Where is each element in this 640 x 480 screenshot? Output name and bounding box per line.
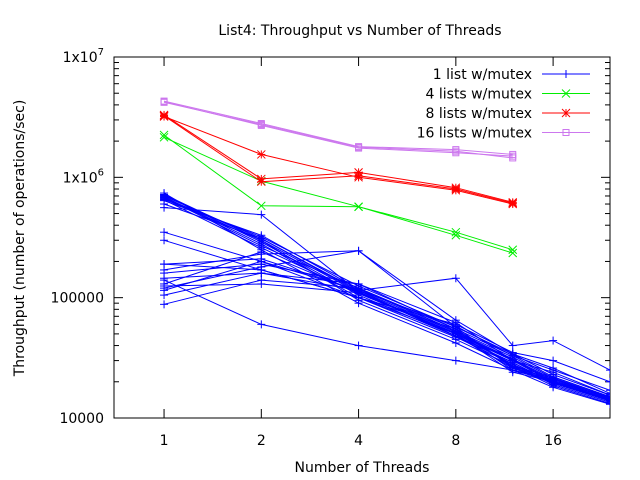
x-axis-label: Number of Threads — [295, 460, 430, 476]
legend-label: 8 lists w/mutex — [426, 106, 532, 122]
data-point — [257, 178, 265, 186]
y-axis-label: Throughput (number of operations/sec) — [12, 100, 28, 378]
data-point — [509, 200, 517, 208]
chart-title: List4: Throughput vs Number of Threads — [218, 23, 501, 39]
y-tick-label: 10000 — [59, 411, 104, 427]
legend-label: 4 lists w/mutex — [426, 87, 532, 103]
x-tick-label: 1 — [160, 433, 169, 449]
x-tick-label: 2 — [257, 433, 266, 449]
legend-label: 16 lists w/mutex — [417, 126, 532, 142]
legend-marker — [562, 109, 570, 117]
data-point — [257, 150, 265, 158]
y-tick-mantissa: 1x10 — [63, 170, 98, 186]
data-point — [160, 113, 168, 121]
y-tick-exponent: 7 — [98, 47, 104, 58]
legend-label: 1 list w/mutex — [433, 67, 532, 83]
y-tick-label: 100000 — [51, 291, 104, 307]
data-point — [355, 173, 363, 181]
data-point — [452, 186, 460, 194]
y-tick-mantissa: 10000 — [59, 411, 104, 427]
x-tick-label: 4 — [354, 433, 363, 449]
y-tick-exponent: 6 — [98, 167, 104, 178]
x-tick-label: 8 — [451, 433, 460, 449]
x-tick-label: 16 — [544, 433, 562, 449]
y-tick-mantissa: 100000 — [51, 291, 104, 307]
y-tick-mantissa: 1x10 — [63, 50, 98, 66]
